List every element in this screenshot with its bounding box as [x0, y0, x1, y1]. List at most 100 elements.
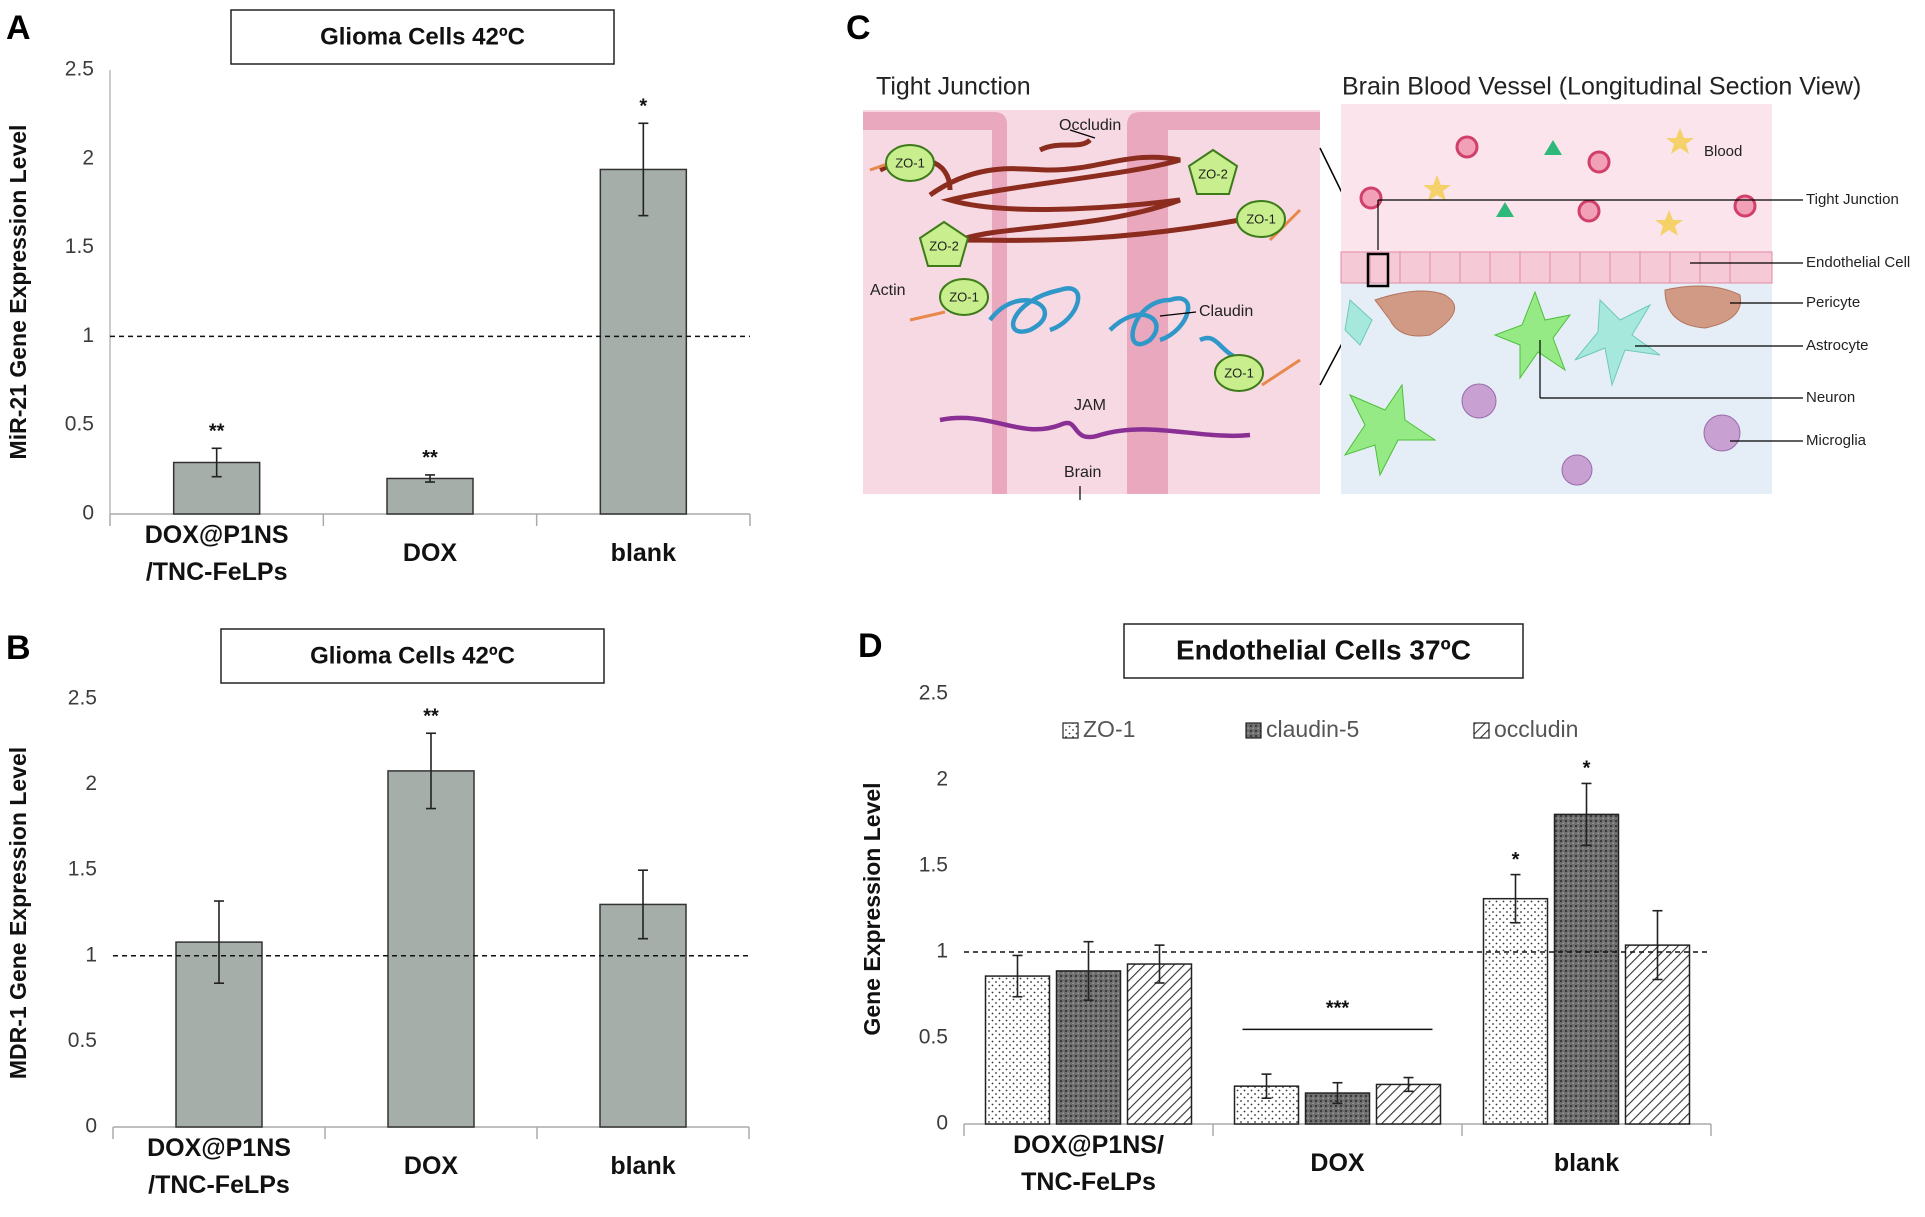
leader-lines [1069, 129, 1803, 500]
zo2-shape [918, 220, 970, 267]
blood-particles [1423, 128, 1694, 236]
junction-bg [863, 110, 1320, 494]
y-axis-label: MiR-21 Gene Expression Level [5, 125, 31, 460]
legend-label: claudin-5 [1266, 716, 1359, 742]
significance: * [1512, 849, 1520, 871]
astrocytes [1344, 298, 1661, 387]
y-tick-label: 2.5 [919, 682, 948, 705]
y-tick-label: 2 [936, 768, 948, 791]
neurons [1343, 290, 1572, 477]
y-tick-label: 0.5 [68, 1029, 97, 1052]
junction-box [1366, 252, 1390, 288]
endothelium [1340, 251, 1773, 284]
microglia [1461, 383, 1741, 486]
actin [1261, 358, 1301, 387]
diagram-label: Actin [870, 282, 906, 299]
significance: ** [209, 421, 225, 443]
significance: *** [1326, 998, 1350, 1020]
x-tick-label: DOX [1310, 1149, 1365, 1177]
y-tick-label: 2.5 [65, 58, 94, 81]
blood-bg [1341, 104, 1772, 252]
x-tick-label: DOX [403, 539, 458, 567]
y-tick-label: 0.5 [65, 413, 94, 436]
diagram-label: ZO-1 [949, 289, 979, 304]
title-box [220, 628, 605, 684]
zo1-shape [1214, 354, 1264, 392]
x-tick-label: DOX [404, 1152, 459, 1180]
x-tick-label: blank [1554, 1149, 1619, 1177]
significance: ** [422, 447, 438, 469]
chart-title: Endothelial Cells 37ºC [1176, 634, 1471, 665]
bar [984, 975, 1051, 1125]
y-tick-label: 2.5 [68, 687, 97, 710]
panel-label: A [6, 9, 31, 47]
blood-cells [1359, 135, 1757, 223]
jam-strand [939, 415, 1251, 440]
y-axis-label: MDR-1 Gene Expression Level [5, 747, 31, 1079]
y-tick-label: 1.5 [65, 235, 94, 258]
membrane [1127, 112, 1320, 494]
y-tick-label: 0 [82, 502, 94, 525]
legend-swatch [1245, 722, 1262, 739]
y-tick-label: 0 [936, 1112, 948, 1135]
bar [599, 168, 688, 515]
y-tick-label: 0 [85, 1115, 97, 1138]
bar [1482, 897, 1549, 1125]
diagram-label: ZO-2 [1198, 166, 1228, 181]
diagram-title: Brain Blood Vessel (Longitudinal Section… [1342, 73, 1861, 101]
diagram-label: ZO-1 [1224, 365, 1254, 380]
y-tick-label: 2 [82, 146, 94, 169]
diagram-label: Claudin [1199, 303, 1253, 320]
actin [909, 310, 946, 322]
chart-title: Glioma Cells 42ºC [320, 23, 525, 50]
membrane [863, 112, 1007, 494]
title-box [1123, 623, 1524, 679]
y-tick-label: 1 [936, 940, 948, 963]
legend-swatch [1062, 722, 1079, 739]
bar [599, 903, 687, 1128]
bar [1553, 813, 1620, 1125]
y-tick-label: 1 [85, 943, 97, 966]
x-tick-label: blank [610, 1152, 675, 1180]
diagram-label: Brain [1064, 464, 1101, 481]
legend-swatch [1473, 722, 1490, 739]
diagram-label: Occludin [1059, 117, 1121, 134]
diagram-label: Blood [1704, 143, 1742, 160]
diagram-label: Tight Junction [1806, 191, 1899, 208]
x-tick-label: DOX@P1NS/TNC-FeLPs [1013, 1131, 1164, 1196]
zo2-shape [1187, 148, 1239, 195]
blood-particles [1496, 140, 1562, 217]
diagram-label: Astrocyte [1806, 337, 1869, 354]
panel-label: C [846, 9, 871, 47]
zo1-shape [885, 144, 935, 182]
y-tick-label: 1.5 [919, 854, 948, 877]
diagram-label: ZO-1 [1246, 211, 1276, 226]
diagram: Tight Junction Brain Blood Vessel (Longi… [863, 73, 1910, 500]
diagram-label: Neuron [1806, 389, 1855, 406]
y-tick-label: 1 [82, 324, 94, 347]
legend-label: ZO-1 [1083, 716, 1135, 742]
diagram-label: Endothelial Cell [1806, 254, 1910, 271]
endothelial-cells [1369, 252, 1731, 283]
y-tick-label: 1.5 [68, 858, 97, 881]
legend-label: occludin [1494, 716, 1578, 742]
panel-label: D [858, 627, 883, 665]
diagram-label: ZO-2 [929, 238, 959, 253]
panel-label: B [6, 629, 31, 667]
diagram-label: ZO-1 [895, 155, 925, 170]
bar [387, 770, 475, 1128]
y-axis-label: Gene Expression Level [859, 782, 885, 1035]
zo1-shape [1236, 200, 1286, 238]
diagram-title: Tight Junction [876, 73, 1031, 101]
bar [1126, 963, 1193, 1125]
y-tick-label: 2 [85, 772, 97, 795]
title-box [230, 9, 615, 65]
significance: * [639, 96, 647, 118]
pericytes [1374, 285, 1742, 337]
x-tick-label: blank [611, 539, 676, 567]
significance: ** [423, 706, 439, 728]
actin [1268, 208, 1302, 242]
diagram-label: Pericyte [1806, 294, 1860, 311]
